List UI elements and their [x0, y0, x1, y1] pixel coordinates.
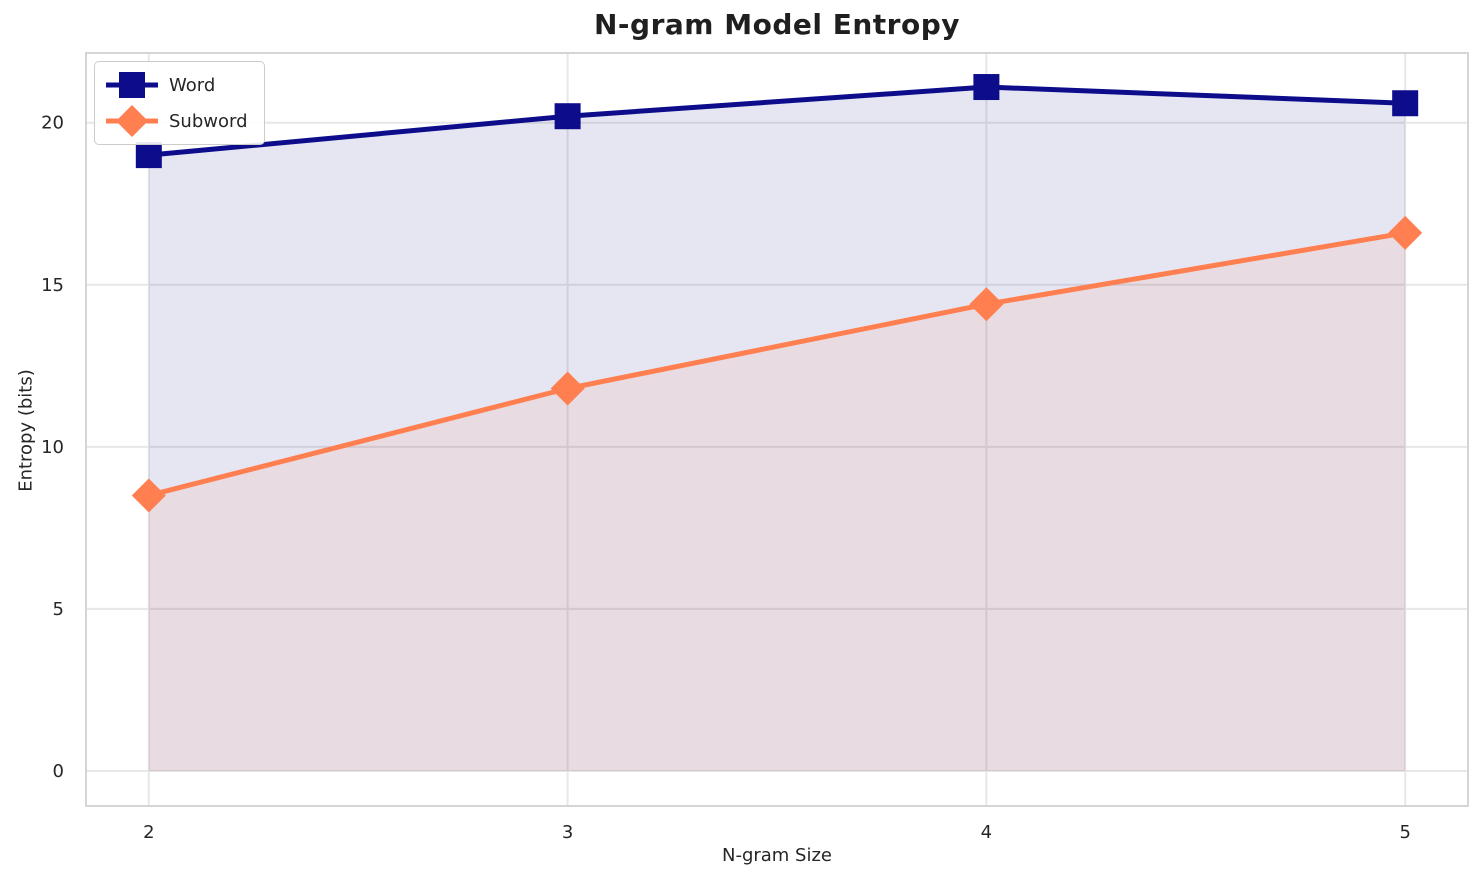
word-marker — [973, 74, 1000, 101]
chart-legend: Word Subword — [94, 61, 265, 145]
subword-legend-marker-shape — [116, 105, 148, 137]
subword-series-marker-icon — [106, 105, 158, 137]
legend-label-word: Word — [169, 74, 216, 96]
subword-series-area — [148, 232, 1406, 771]
subword-marker — [550, 371, 585, 406]
word-legend-marker-shape — [119, 72, 145, 98]
word-marker — [1392, 90, 1419, 117]
word-marker — [554, 103, 581, 130]
y-tick-label: 5 — [53, 599, 64, 620]
word-series-marker-icon — [106, 72, 158, 98]
subword-marker — [131, 478, 166, 513]
y-tick-label: 15 — [41, 275, 64, 296]
word-marker — [135, 142, 162, 169]
y-axis-label: Entropy (bits) — [15, 369, 37, 492]
subword-marker — [969, 287, 1004, 322]
word-series-area — [148, 87, 1406, 771]
x-tick-label: 2 — [143, 822, 154, 843]
legend-item-subword: Subword — [103, 104, 248, 138]
x-axis-label: N-gram Size — [721, 845, 833, 866]
chart-title: N-gram Model Entropy — [594, 8, 960, 41]
subword-series-line — [148, 230, 1406, 498]
x-tick-label: 5 — [1399, 822, 1410, 843]
legend-item-word: Word — [103, 68, 248, 102]
y-tick-label: 10 — [41, 437, 64, 458]
plot-spines — [85, 52, 1469, 807]
y-tick-label: 20 — [41, 113, 64, 134]
legend-label-subword: Subword — [169, 110, 248, 132]
subword-marker — [1388, 215, 1423, 250]
x-tick-label: 3 — [562, 822, 573, 843]
x-tick-label: 4 — [981, 822, 992, 843]
y-tick-label: 0 — [53, 761, 64, 782]
word-series-line — [148, 84, 1406, 158]
